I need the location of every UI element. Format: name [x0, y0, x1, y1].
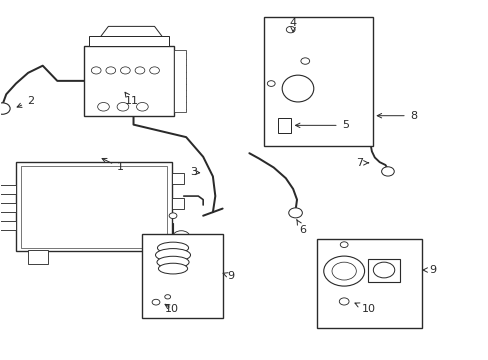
Circle shape	[135, 67, 144, 74]
Text: 1: 1	[102, 158, 124, 172]
Bar	[264, 18, 372, 146]
Bar	[368, 258, 399, 282]
Ellipse shape	[157, 256, 189, 268]
Bar	[317, 239, 421, 328]
Text: 9: 9	[428, 265, 435, 275]
Bar	[89, 36, 169, 46]
Circle shape	[136, 103, 148, 111]
Bar	[0, 203, 16, 212]
Circle shape	[120, 67, 130, 74]
Circle shape	[172, 231, 190, 244]
Circle shape	[164, 295, 170, 299]
Bar	[277, 118, 290, 133]
Text: 9: 9	[227, 271, 234, 281]
Bar	[142, 234, 222, 318]
Bar	[0, 221, 16, 230]
Text: 2: 2	[17, 96, 34, 107]
Circle shape	[300, 58, 309, 64]
Bar	[21, 166, 166, 248]
Circle shape	[117, 103, 128, 111]
Circle shape	[331, 262, 356, 280]
Circle shape	[91, 67, 101, 74]
Circle shape	[286, 26, 294, 33]
Circle shape	[372, 262, 394, 278]
Bar	[171, 198, 183, 208]
Text: 7: 7	[356, 158, 363, 168]
Ellipse shape	[157, 242, 188, 253]
Circle shape	[340, 242, 347, 248]
Text: 4: 4	[289, 18, 296, 32]
Text: 3: 3	[189, 167, 197, 177]
Circle shape	[149, 67, 159, 74]
Bar	[16, 162, 171, 251]
Circle shape	[323, 256, 364, 286]
Text: 11: 11	[124, 92, 139, 107]
Ellipse shape	[282, 75, 313, 102]
Circle shape	[169, 213, 177, 219]
Ellipse shape	[155, 249, 190, 261]
Circle shape	[98, 103, 109, 111]
Circle shape	[106, 67, 116, 74]
Bar	[0, 185, 16, 194]
Ellipse shape	[158, 263, 187, 274]
Circle shape	[0, 103, 10, 114]
Bar	[84, 46, 174, 116]
Circle shape	[288, 208, 302, 218]
Circle shape	[267, 81, 275, 86]
Circle shape	[381, 167, 393, 176]
Bar	[166, 251, 181, 266]
Circle shape	[339, 298, 348, 305]
Circle shape	[152, 299, 160, 305]
Bar	[28, 250, 47, 264]
Text: 5: 5	[341, 120, 348, 130]
Text: 10: 10	[354, 303, 375, 314]
Bar	[171, 173, 183, 184]
Bar	[174, 50, 186, 112]
Text: 8: 8	[409, 111, 416, 121]
Text: 10: 10	[164, 303, 178, 314]
Text: 6: 6	[296, 220, 305, 235]
